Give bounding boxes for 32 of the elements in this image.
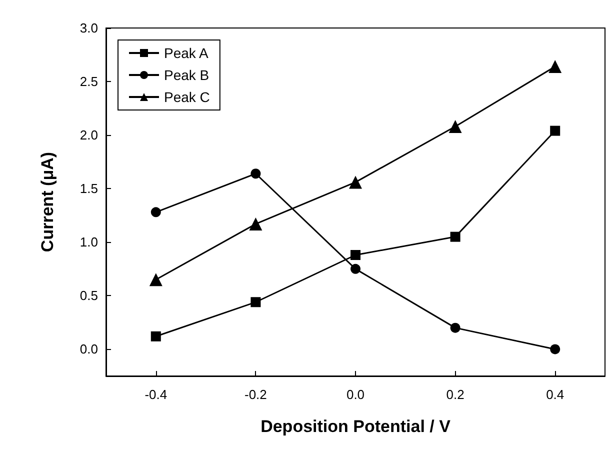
point xyxy=(349,176,362,189)
y-tick-label: 2.0 xyxy=(80,128,98,143)
y-tick-label: 1.5 xyxy=(80,181,98,196)
x-tick-label: 0.2 xyxy=(446,387,464,402)
x-tick-label: -0.4 xyxy=(144,387,168,402)
point xyxy=(548,60,562,74)
y-tick-label: 2.5 xyxy=(80,74,98,90)
y-tick-label: 1.0 xyxy=(80,234,98,250)
x-axis-title: Deposition Potential / V xyxy=(260,417,452,436)
point xyxy=(550,126,560,136)
point xyxy=(450,232,460,242)
point xyxy=(250,297,261,308)
point xyxy=(448,120,462,134)
point xyxy=(350,264,360,274)
point xyxy=(149,273,162,286)
x-tick-label: 0.4 xyxy=(546,387,564,402)
x-tick-label: -0.2 xyxy=(244,387,267,402)
point xyxy=(450,322,460,333)
legend-label: Peak A xyxy=(164,45,210,61)
y-tick-label: 0.0 xyxy=(80,342,98,357)
point xyxy=(150,207,161,218)
legend-label: Peak C xyxy=(164,89,210,105)
y-axis-title: Current (μA) xyxy=(38,152,57,252)
point xyxy=(550,344,560,354)
point xyxy=(250,168,261,179)
point xyxy=(150,331,161,342)
y-tick-label: 3.0 xyxy=(80,20,98,36)
point xyxy=(350,250,360,260)
point xyxy=(249,217,262,230)
legend-label: Peak B xyxy=(164,67,210,83)
x-tick-label: 0.0 xyxy=(346,387,365,402)
y-tick-label: 0.5 xyxy=(80,288,98,304)
